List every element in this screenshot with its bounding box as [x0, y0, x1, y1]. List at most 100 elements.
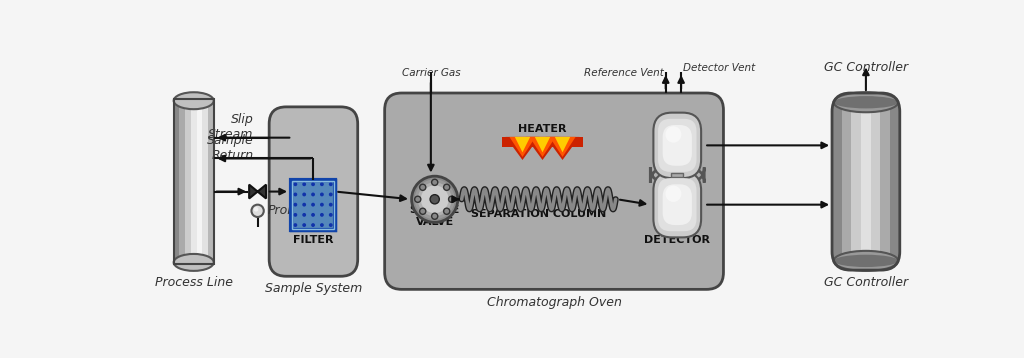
Text: SAMPLE
VALVE: SAMPLE VALVE — [410, 205, 460, 227]
Polygon shape — [525, 137, 559, 160]
Circle shape — [415, 196, 421, 202]
Circle shape — [329, 223, 333, 227]
Ellipse shape — [174, 256, 214, 268]
Circle shape — [443, 184, 450, 190]
Circle shape — [302, 213, 306, 217]
Circle shape — [302, 182, 306, 186]
Text: HEATER: HEATER — [518, 124, 566, 134]
Polygon shape — [535, 137, 550, 152]
Circle shape — [329, 193, 333, 197]
Circle shape — [420, 208, 426, 214]
Circle shape — [294, 223, 297, 227]
FancyBboxPatch shape — [658, 178, 696, 231]
Text: GC Controller: GC Controller — [824, 276, 908, 289]
Circle shape — [302, 193, 306, 197]
Bar — [833, 105, 842, 258]
Circle shape — [311, 182, 315, 186]
FancyBboxPatch shape — [658, 119, 696, 172]
Ellipse shape — [834, 96, 898, 108]
Text: Process Line: Process Line — [155, 276, 232, 289]
Polygon shape — [546, 137, 580, 160]
FancyBboxPatch shape — [653, 113, 701, 178]
Bar — [291, 180, 336, 230]
Circle shape — [432, 213, 438, 219]
Polygon shape — [249, 185, 266, 198]
Circle shape — [432, 179, 438, 185]
Bar — [190, 99, 197, 264]
FancyBboxPatch shape — [269, 107, 357, 276]
Ellipse shape — [834, 255, 898, 267]
Text: Reference Vent: Reference Vent — [585, 68, 665, 78]
FancyBboxPatch shape — [650, 167, 705, 183]
Polygon shape — [555, 137, 570, 152]
Circle shape — [421, 185, 449, 213]
Circle shape — [443, 208, 450, 214]
Circle shape — [449, 196, 455, 202]
Bar — [174, 99, 214, 264]
FancyBboxPatch shape — [385, 93, 724, 289]
Polygon shape — [515, 137, 530, 152]
Text: SEPARATION COLUMN: SEPARATION COLUMN — [471, 208, 606, 218]
FancyBboxPatch shape — [663, 125, 692, 166]
Circle shape — [319, 203, 324, 207]
Bar — [851, 105, 861, 258]
Text: GC Controller: GC Controller — [824, 61, 908, 74]
FancyBboxPatch shape — [653, 172, 701, 237]
Text: Sample System: Sample System — [265, 282, 362, 295]
Text: Sample
Return: Sample Return — [207, 134, 254, 161]
Ellipse shape — [834, 251, 898, 271]
Polygon shape — [506, 137, 540, 160]
Circle shape — [420, 184, 426, 190]
Circle shape — [294, 193, 297, 197]
Bar — [197, 99, 203, 264]
Bar — [671, 174, 683, 176]
Circle shape — [302, 223, 306, 227]
Text: Carrier Gas: Carrier Gas — [401, 68, 460, 78]
Bar — [179, 99, 185, 264]
Circle shape — [329, 182, 333, 186]
Bar — [890, 105, 900, 258]
Circle shape — [311, 213, 315, 217]
Circle shape — [415, 179, 455, 219]
Ellipse shape — [174, 92, 214, 109]
Ellipse shape — [834, 92, 898, 112]
Bar — [185, 99, 190, 264]
Text: Slip
Stream: Slip Stream — [209, 113, 254, 141]
Text: Detector Vent: Detector Vent — [683, 63, 755, 73]
Text: Probe: Probe — [267, 204, 303, 217]
Circle shape — [319, 193, 324, 197]
Bar — [870, 105, 881, 258]
Text: BYPASS
FILTER: BYPASS FILTER — [290, 223, 337, 245]
Circle shape — [319, 213, 324, 217]
Circle shape — [252, 205, 264, 217]
Circle shape — [311, 193, 315, 197]
Bar — [292, 181, 334, 228]
Ellipse shape — [174, 254, 214, 271]
Text: DETECTOR: DETECTOR — [644, 235, 711, 245]
Polygon shape — [503, 137, 583, 147]
Circle shape — [319, 182, 324, 186]
Circle shape — [302, 203, 306, 207]
Ellipse shape — [666, 126, 681, 142]
Polygon shape — [550, 137, 575, 157]
Ellipse shape — [174, 95, 214, 107]
Circle shape — [254, 207, 258, 212]
Circle shape — [294, 213, 297, 217]
Circle shape — [294, 182, 297, 186]
Bar — [842, 105, 851, 258]
Bar — [203, 99, 208, 264]
Circle shape — [412, 176, 458, 222]
Circle shape — [319, 223, 324, 227]
Circle shape — [329, 213, 333, 217]
Bar — [861, 105, 870, 258]
Circle shape — [311, 203, 315, 207]
Circle shape — [311, 223, 315, 227]
Circle shape — [418, 182, 452, 216]
Circle shape — [329, 203, 333, 207]
Bar — [291, 180, 336, 230]
Polygon shape — [529, 137, 556, 157]
Circle shape — [430, 195, 439, 204]
Text: Chromatograph Oven: Chromatograph Oven — [486, 295, 622, 309]
Circle shape — [294, 203, 297, 207]
FancyBboxPatch shape — [663, 184, 692, 225]
